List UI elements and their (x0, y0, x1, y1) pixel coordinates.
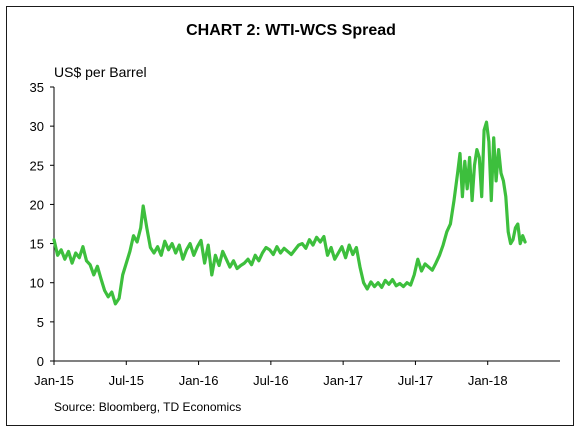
x-tick-label: Jul-16 (253, 373, 288, 388)
y-tick-label: 15 (30, 237, 44, 252)
y-tick-label: 30 (30, 119, 44, 134)
series-line (52, 120, 527, 306)
y-tick-label: 5 (37, 315, 44, 330)
y-tick-label: 35 (30, 80, 44, 95)
y-tick-label: 20 (30, 197, 44, 212)
y-tick-label: 25 (30, 158, 44, 173)
x-tick-label: Jan-15 (34, 373, 74, 388)
y-tick-label: 10 (30, 276, 44, 291)
chart-frame (6, 6, 574, 426)
y-axis-label: US$ per Barrel (54, 64, 147, 80)
x-tick-label: Jan-18 (468, 373, 508, 388)
ticks: 0 5 10 15 20 25 30 35 Jan-15 Jul-15 Jan-16 Jul-16 Ja… (30, 80, 508, 388)
x-tick-label: Jan-16 (179, 373, 219, 388)
y-tick-label: 0 (37, 354, 44, 369)
chart-title: CHART 2: WTI-WCS Spread (186, 22, 396, 39)
series-group (52, 120, 527, 306)
x-tick-label: Jul-15 (109, 373, 144, 388)
x-tick-label: Jan-17 (323, 373, 363, 388)
axes (53, 87, 560, 362)
x-tick-label: Jul-17 (398, 373, 433, 388)
source-note: Source: Bloomberg, TD Economics (54, 400, 242, 414)
